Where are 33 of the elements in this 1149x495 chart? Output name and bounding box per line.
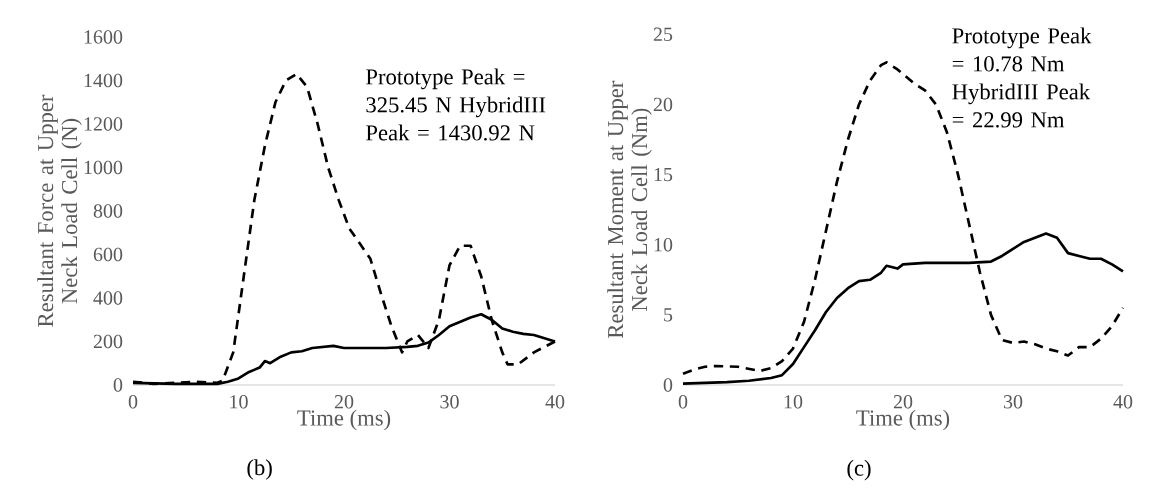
y-tick-label: 200 — [93, 334, 123, 349]
y-tick-label: 400 — [93, 291, 123, 305]
x-tick-label: 10 — [230, 395, 248, 409]
text: (b) — [247, 459, 272, 480]
x-tick-label: 40 — [1113, 395, 1133, 409]
y-tick-label: 600 — [93, 247, 123, 262]
y-tick-label: 1000 — [84, 160, 123, 175]
annotation: Prototype Peak = 10.78 Nm HybridIII Peak = 22.99 Nm — [952, 27, 1092, 128]
y-tick-label: 20 — [653, 97, 673, 112]
x-tick-label: 0 — [678, 395, 688, 409]
y-axis-title: Resultant Moment at Upper Neck Load Cell (Nm) — [607, 80, 652, 339]
x-tick-label: 0 — [128, 395, 138, 409]
y-tick-label: 25 — [653, 27, 673, 42]
y-tick-label: 5 — [664, 308, 673, 322]
x-tick-label: 30 — [1003, 395, 1023, 409]
x-tick-label: 40 — [545, 395, 565, 409]
y-tick-label: 1200 — [84, 117, 123, 131]
x-tick-label: 20 — [334, 395, 354, 409]
y-tick-label: 0 — [663, 378, 673, 392]
y-tick-label: 10 — [654, 237, 673, 252]
y-tick-label: 800 — [93, 204, 123, 218]
y-tick-label: 15 — [654, 167, 673, 182]
x-tick-label: 30 — [440, 395, 459, 409]
annotation: Prototype Peak = 325.45 N HybridIII Peak = 1430.92 N — [366, 68, 546, 141]
y-tick-label: 1400 — [84, 73, 123, 88]
x-tick-label: 20 — [893, 395, 913, 409]
y-tick-label: 0 — [113, 378, 123, 392]
x-tick-label: 10 — [784, 395, 803, 409]
x-axis-title: Time (ms) — [297, 409, 391, 431]
text: (c) — [847, 459, 871, 481]
x-axis-title: Time (ms) — [856, 409, 950, 431]
y-axis-title: Resultant Force at Upper Neck Load Cell (N) — [37, 94, 82, 327]
y-tick-label: 1600 — [84, 30, 123, 44]
